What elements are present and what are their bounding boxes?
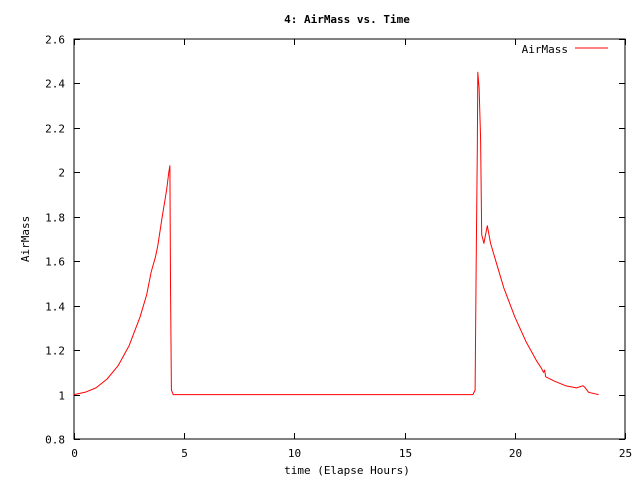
y-axis-label: AirMass [19, 216, 32, 262]
x-axis-label: time (Elapse Hours) [284, 464, 410, 477]
x-tick-label: 0 [71, 447, 78, 460]
plot-frame [73, 38, 626, 440]
y-tick-label: 1.2 [45, 345, 65, 358]
y-tick-label: 1.6 [45, 256, 65, 269]
y-tick-label: 2.6 [45, 34, 65, 47]
x-axis: 0 5 10 15 20 25 [71, 39, 632, 460]
legend-label: AirMass [522, 43, 568, 56]
x-tick-label: 10 [288, 447, 301, 460]
y-tick-label: 2 [58, 167, 65, 180]
series-line-airmass [73, 71, 599, 396]
x-tick-label: 25 [619, 447, 632, 460]
chart-title: 4: AirMass vs. Time [284, 13, 410, 26]
x-tick-label: 5 [181, 447, 188, 460]
y-tick-label: 2.4 [45, 78, 65, 91]
y-tick-label: 1 [58, 390, 65, 403]
legend: AirMass [522, 43, 608, 56]
y-axis: 0.8 1 1.2 1.4 1.6 1.8 2 2.2 2.4 2.6 [45, 34, 625, 447]
y-tick-label: 1.4 [45, 301, 65, 314]
x-tick-label: 15 [399, 447, 412, 460]
y-tick-label: 0.8 [45, 434, 65, 447]
y-tick-label: 2.2 [45, 123, 65, 136]
x-tick-label: 20 [509, 447, 522, 460]
series-layer [73, 71, 599, 396]
y-tick-label: 1.8 [45, 212, 65, 225]
